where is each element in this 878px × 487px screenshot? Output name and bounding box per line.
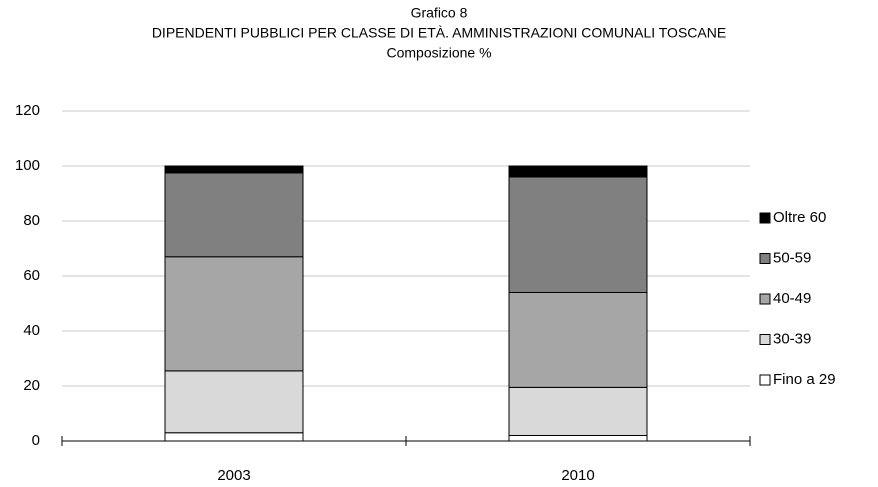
x-tick-label: 2010: [561, 467, 594, 484]
legend-swatch: [759, 374, 771, 386]
y-tick-label: 120: [15, 102, 40, 119]
chart-subtitle: Composizione %: [386, 45, 491, 61]
legend-swatch: [759, 293, 771, 305]
bar-segment: [508, 292, 648, 388]
y-tick-label: 100: [15, 157, 40, 174]
bar-segment: [164, 370, 304, 434]
bar-segment: [164, 172, 304, 258]
legend-label: Oltre 60: [773, 209, 826, 226]
legend-label: Fino a 29: [773, 371, 836, 388]
bar-segment: [164, 432, 304, 442]
bar-segment: [508, 386, 648, 436]
y-tick-label: 80: [23, 212, 40, 229]
y-tick-label: 40: [23, 322, 40, 339]
legend-label: 40-49: [773, 290, 811, 307]
bar-segment: [164, 256, 304, 372]
legend-swatch: [759, 253, 771, 264]
y-tick-label: 0: [32, 432, 40, 449]
legend-label: 50-59: [773, 249, 811, 266]
y-tick-label: 20: [23, 377, 40, 394]
legend-swatch: [759, 334, 771, 345]
legend-label: 30-39: [773, 330, 811, 347]
chart-title: Grafico 8: [411, 5, 468, 21]
bar-segment: [508, 176, 648, 293]
x-tick-label: 2003: [217, 467, 250, 484]
bar-segment: [508, 435, 648, 442]
bar-segment: [164, 165, 304, 174]
chart-subtitle: DIPENDENTI PUBBLICI PER CLASSE DI ETÀ. A…: [152, 25, 726, 41]
bar-segment: [508, 165, 648, 178]
legend-swatch: [759, 212, 771, 224]
y-tick-label: 60: [23, 267, 40, 284]
